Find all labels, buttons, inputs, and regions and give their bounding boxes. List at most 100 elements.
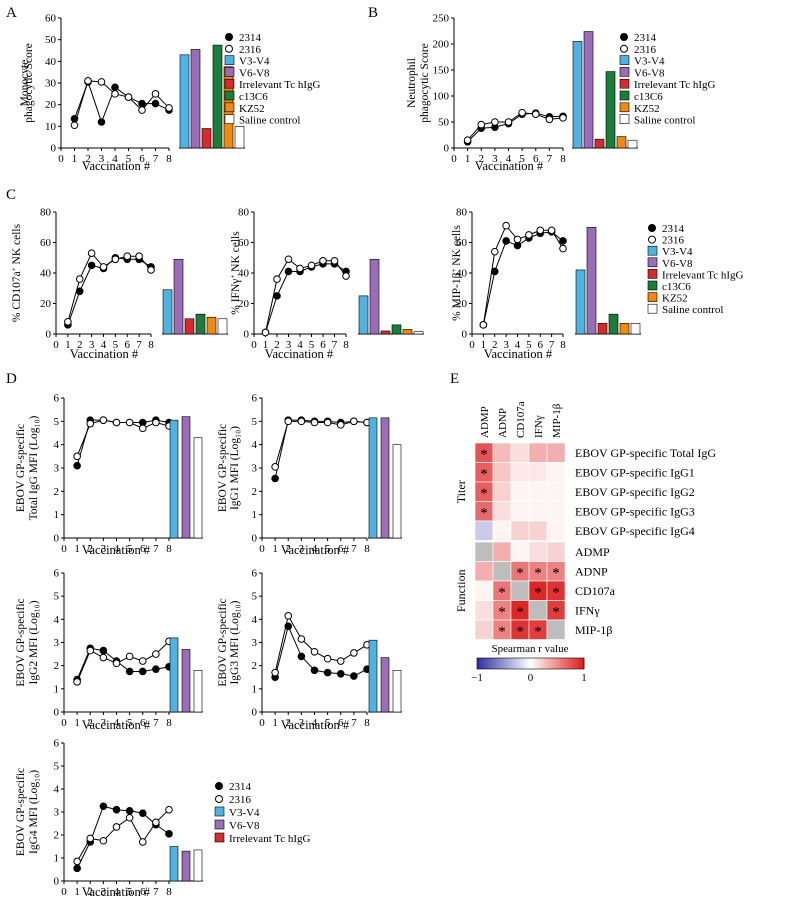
legend-swatch-v3-v4 (214, 806, 225, 817)
colorbar-segment (555, 658, 558, 669)
data-point-2314 (271, 474, 279, 483)
y-axis-label: phagocytic Score (23, 43, 35, 123)
heatmap-cell (492, 541, 512, 562)
colorbar-segment (566, 658, 569, 669)
heatmap-cell (528, 501, 548, 522)
data-point-2316 (152, 418, 160, 427)
y-tick-label: 3 (252, 463, 258, 475)
x-axis-label: Vaccination # (265, 347, 334, 361)
colorbar-segment (482, 658, 485, 669)
y-tick-label: 60 (40, 237, 52, 249)
y-axis-label: Monocyte (19, 60, 31, 107)
data-point-2314 (125, 667, 134, 676)
data-point-2316 (336, 657, 345, 665)
colorbar-segment (539, 658, 542, 669)
bar-v3-v4 (575, 269, 586, 335)
x-tick-label: 1 (74, 886, 80, 898)
x-tick-label: 2 (286, 543, 292, 555)
bar-v6-v8 (173, 258, 184, 335)
heatmap-row-label: ADNP (575, 564, 608, 578)
x-axis-label: Vaccination # (484, 347, 553, 361)
legend-marker-2316 (225, 44, 233, 53)
colorbar-segment (562, 658, 565, 669)
legend-swatch-kz52 (619, 102, 630, 113)
x-tick-label: 4 (312, 543, 318, 555)
legend-label: V3-V4 (634, 56, 665, 68)
y-tick-label: 6 (54, 393, 60, 405)
y-axis-label: % IFNγ+ NK cells (229, 231, 242, 315)
colorbar-segment (503, 658, 506, 669)
colorbar-segment (501, 658, 505, 669)
heatmap-titer: * EBOV GP-specific Total IgG * EBOV GP-spec… (454, 442, 716, 541)
legend-swatch-v3-v4 (647, 245, 658, 256)
x-tick-label: 2 (77, 339, 83, 351)
data-point-2314 (310, 666, 319, 675)
heatmap-cell (546, 501, 566, 522)
x-axis-label: Vaccination # (475, 159, 544, 173)
y-tick-label: 0 (54, 707, 60, 719)
bar-saline-control (413, 331, 424, 335)
y-tick-label: 4 (252, 439, 258, 451)
y-tick-label: 50 (45, 34, 57, 46)
bar-v6-v8 (583, 31, 594, 149)
heatmap-row-label: MIP-1β (575, 623, 612, 637)
x-tick-label: 6 (139, 153, 145, 165)
y-tick-label: 2 (252, 486, 258, 498)
x-tick-label: 0 (259, 717, 265, 729)
colorbar-frame (476, 657, 585, 670)
y-tick-label: 40 (40, 268, 52, 280)
x-tick-label: 8 (166, 886, 172, 898)
data-point-2314 (111, 83, 119, 92)
colorbar-segment (518, 658, 521, 669)
colorbar-segment (535, 658, 539, 669)
heatmap-cell (528, 481, 548, 502)
x-tick-label: 4 (112, 153, 118, 165)
heatmap-group-label: Function (454, 569, 468, 612)
y-tick-label: 0 (462, 329, 468, 341)
x-tick-label: 7 (153, 153, 159, 165)
y-tick-label: 60 (238, 237, 250, 249)
colorbar-title: Spearman r value (492, 643, 569, 655)
y-tick-label: 20 (238, 298, 250, 310)
colorbar-segment (550, 658, 553, 669)
y-tick-label: 40 (456, 268, 468, 280)
x-tick-label: 1 (65, 339, 71, 351)
bar-saline-control (217, 318, 228, 335)
legend-label: KZ52 (239, 103, 265, 115)
bar-saline-control (392, 444, 402, 539)
bar-irrelevant-tc-higg (597, 323, 608, 335)
y-axis-label: EBOV GP-specific (15, 424, 27, 512)
data-point-2316 (310, 647, 319, 656)
data-point-2316 (513, 235, 522, 244)
bar-v6-v8 (380, 657, 390, 713)
x-axis-label: Vaccination # (82, 885, 151, 899)
significance-marker: * (498, 604, 506, 620)
y-tick-label: 1 (252, 683, 258, 695)
data-point-2316 (152, 818, 160, 827)
data-point-2314 (138, 667, 147, 676)
heatmap-row-label: EBOV GP-specific IgG1 (575, 465, 695, 479)
data-point-2316 (75, 275, 84, 283)
data-point-2316 (111, 90, 119, 98)
x-tick-label: 3 (299, 543, 305, 555)
series-line-2316 (67, 252, 152, 322)
heatmap-col-header: MIP-1β (551, 403, 563, 438)
heatmap-cell (474, 619, 494, 640)
colorbar-segment (553, 658, 556, 669)
data-point-2316 (112, 823, 121, 831)
data-point-2316 (297, 417, 306, 426)
x-tick-label: 3 (286, 339, 292, 351)
colorbar-segment (493, 658, 496, 669)
x-tick-label: 8 (148, 339, 154, 351)
significance-marker: * (498, 624, 506, 640)
data-point-2316 (261, 328, 270, 337)
colorbar-segment (526, 658, 530, 669)
x-tick-label: 3 (101, 543, 107, 555)
data-point-2316 (99, 263, 108, 271)
heatmap-cell (528, 600, 548, 621)
significance-marker: * (480, 447, 488, 463)
x-tick-label: 8 (166, 717, 172, 729)
